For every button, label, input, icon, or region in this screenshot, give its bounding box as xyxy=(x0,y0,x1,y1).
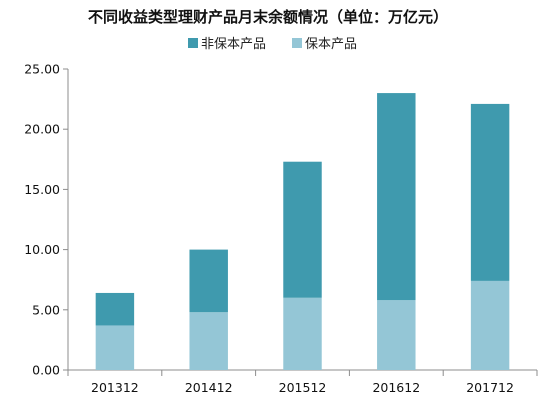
x-tick-label: 201712 xyxy=(466,380,514,395)
legend-swatch xyxy=(292,38,302,48)
x-tick-label: 201312 xyxy=(91,380,139,395)
bar-guaranteed-201512 xyxy=(283,297,322,370)
bars xyxy=(95,93,510,370)
y-tick-label: 15.00 xyxy=(24,182,60,197)
x-tick-label: 201612 xyxy=(372,380,420,395)
bar-guaranteed-201712 xyxy=(470,280,510,370)
y-tick-label: 10.00 xyxy=(24,242,60,257)
chart-title: 不同收益类型理财产品月末余额情况（单位：万亿元） xyxy=(88,8,448,26)
legend-label: 非保本产品 xyxy=(201,37,266,52)
bar-guaranteed-201612 xyxy=(377,300,416,370)
x-axis: 201312 201412 201512 201612 201712 xyxy=(67,369,538,395)
x-tick-label: 201412 xyxy=(185,380,233,395)
legend-label: 保本产品 xyxy=(305,37,357,52)
y-tick-label: 0.00 xyxy=(32,363,60,378)
y-tick-label: 20.00 xyxy=(24,122,60,137)
bar-guaranteed-201412 xyxy=(189,312,228,370)
y-tick-label: 5.00 xyxy=(32,302,60,317)
legend: 非保本产品 保本产品 xyxy=(188,37,357,52)
bar-non-guaranteed-201412 xyxy=(189,249,228,313)
y-axis: 0.00 5.00 10.00 15.00 20.00 25.00 xyxy=(24,62,69,378)
bar-non-guaranteed-201312 xyxy=(95,292,135,326)
legend-swatch xyxy=(188,38,198,48)
bar-guaranteed-201312 xyxy=(95,325,135,370)
y-tick-label: 25.00 xyxy=(24,62,60,77)
bar-non-guaranteed-201612 xyxy=(377,93,416,301)
x-tick-label: 201512 xyxy=(279,380,327,395)
bar-non-guaranteed-201512 xyxy=(283,161,322,298)
bar-non-guaranteed-201712 xyxy=(470,103,510,281)
